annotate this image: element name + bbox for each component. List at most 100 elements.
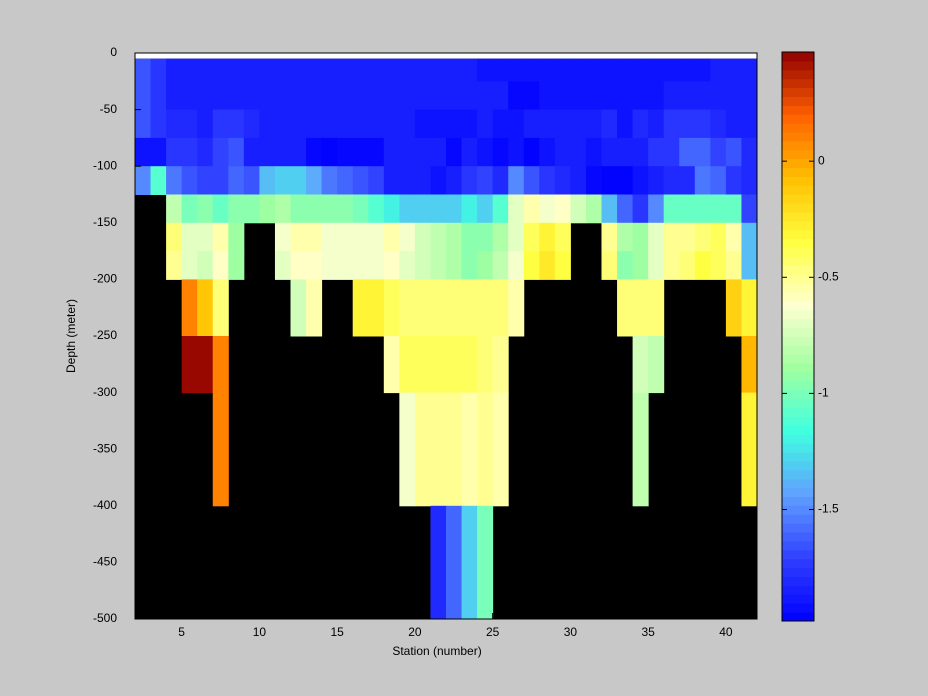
colorbar-step xyxy=(782,372,814,382)
heatmap-cell xyxy=(228,109,245,139)
heatmap-cell xyxy=(663,222,680,252)
heatmap-cell xyxy=(274,222,291,252)
heatmap-cell xyxy=(710,222,727,252)
x-axis-label: Station (number) xyxy=(392,644,481,658)
heatmap-cell xyxy=(414,81,431,111)
colorbar-step xyxy=(782,132,814,142)
heatmap-cell xyxy=(337,251,354,280)
colorbar-step xyxy=(782,194,814,204)
heatmap-cell xyxy=(430,194,447,224)
heatmap-cell xyxy=(181,251,198,280)
colorbar-step xyxy=(782,114,814,124)
heatmap-cell xyxy=(181,137,198,167)
heatmap-cell xyxy=(570,81,587,111)
colorbar-step xyxy=(782,176,814,186)
heatmap-cell xyxy=(477,336,494,394)
heatmap-cell xyxy=(228,58,245,82)
y-tick-label: -300 xyxy=(93,385,117,399)
heatmap-cell xyxy=(430,505,447,620)
heatmap-cell xyxy=(290,222,307,252)
heatmap-cell xyxy=(694,194,711,224)
heatmap-cell xyxy=(197,81,214,111)
heatmap-cell xyxy=(741,81,758,111)
heatmap-cell xyxy=(492,81,509,111)
heatmap-cell xyxy=(679,222,696,252)
heatmap-cell xyxy=(228,251,245,280)
heatmap-cell xyxy=(166,137,183,167)
heatmap-cell xyxy=(352,251,369,280)
colorbar-step xyxy=(782,398,814,409)
heatmap-cell xyxy=(461,137,478,167)
y-tick-label: -450 xyxy=(93,555,117,569)
heatmap-cell xyxy=(337,109,354,139)
heatmap-cell xyxy=(585,81,602,111)
heatmap-cell xyxy=(166,222,183,252)
heatmap-cell xyxy=(399,194,416,224)
heatmap-cell xyxy=(399,81,416,111)
colorbar-step xyxy=(782,238,814,249)
heatmap-cell xyxy=(197,194,214,224)
heatmap-cell xyxy=(306,194,323,224)
heatmap-cell xyxy=(679,251,696,280)
heatmap-cell xyxy=(228,222,245,252)
heatmap-cell xyxy=(523,109,540,139)
heatmap-cell xyxy=(306,109,323,139)
heatmap-cell xyxy=(446,251,463,280)
heatmap-cell xyxy=(399,279,416,337)
colorbar-step xyxy=(782,327,814,337)
heatmap-cell xyxy=(694,222,711,252)
heatmap-cell xyxy=(492,336,509,394)
heatmap-cell xyxy=(554,137,571,167)
heatmap-cell xyxy=(523,251,540,280)
heatmap-cell xyxy=(477,166,494,195)
heatmap-cell xyxy=(430,336,447,394)
colorbar-step xyxy=(782,52,814,62)
colorbar-step xyxy=(782,567,814,578)
colorbar-step xyxy=(782,523,814,533)
colorbar-step xyxy=(782,496,814,506)
colorbar-step xyxy=(782,292,814,302)
heatmap-cell xyxy=(368,109,385,139)
colorbar-step xyxy=(782,612,814,622)
heatmap-cell xyxy=(212,222,229,252)
heatmap-cell xyxy=(337,166,354,195)
heatmap-cell xyxy=(430,251,447,280)
heatmap-cell xyxy=(477,109,494,139)
heatmap-cell xyxy=(150,109,167,139)
y-tick-label: -100 xyxy=(93,158,117,172)
heatmap-cell xyxy=(306,279,323,337)
heatmap-cell xyxy=(508,58,525,82)
heatmap-cell xyxy=(414,166,431,195)
heatmap-cell xyxy=(617,194,634,224)
heatmap-cell xyxy=(150,166,167,195)
heatmap-cell xyxy=(508,81,525,111)
colorbar-step xyxy=(782,229,814,240)
heatmap-cell xyxy=(508,109,525,139)
heatmap-cell xyxy=(477,222,494,252)
heatmap-cell xyxy=(710,109,727,139)
heatmap-cell xyxy=(212,137,229,167)
colorbar-step xyxy=(782,469,814,480)
heatmap-cell xyxy=(585,166,602,195)
heatmap-cell xyxy=(617,279,634,337)
heatmap-cell xyxy=(197,251,214,280)
heatmap-cell xyxy=(181,166,198,195)
heatmap-cell xyxy=(135,81,152,111)
heatmap-cell xyxy=(725,137,742,167)
heatmap-cell xyxy=(508,166,525,195)
heatmap-cell xyxy=(197,58,214,82)
heatmap-cell xyxy=(725,194,742,224)
heatmap-cell xyxy=(554,222,571,252)
heatmap-cell xyxy=(243,58,260,82)
heatmap-cell xyxy=(648,279,665,337)
colorbar-step xyxy=(782,309,814,320)
heatmap-cell xyxy=(570,194,587,224)
heatmap-cell xyxy=(648,194,665,224)
colorbar-tick-label: -1.5 xyxy=(818,502,839,516)
heatmap-cell xyxy=(399,251,416,280)
heatmap-cell xyxy=(601,109,618,139)
heatmap-cell xyxy=(648,58,665,82)
heatmap-cell xyxy=(290,137,307,167)
heatmap-cell xyxy=(212,336,229,394)
